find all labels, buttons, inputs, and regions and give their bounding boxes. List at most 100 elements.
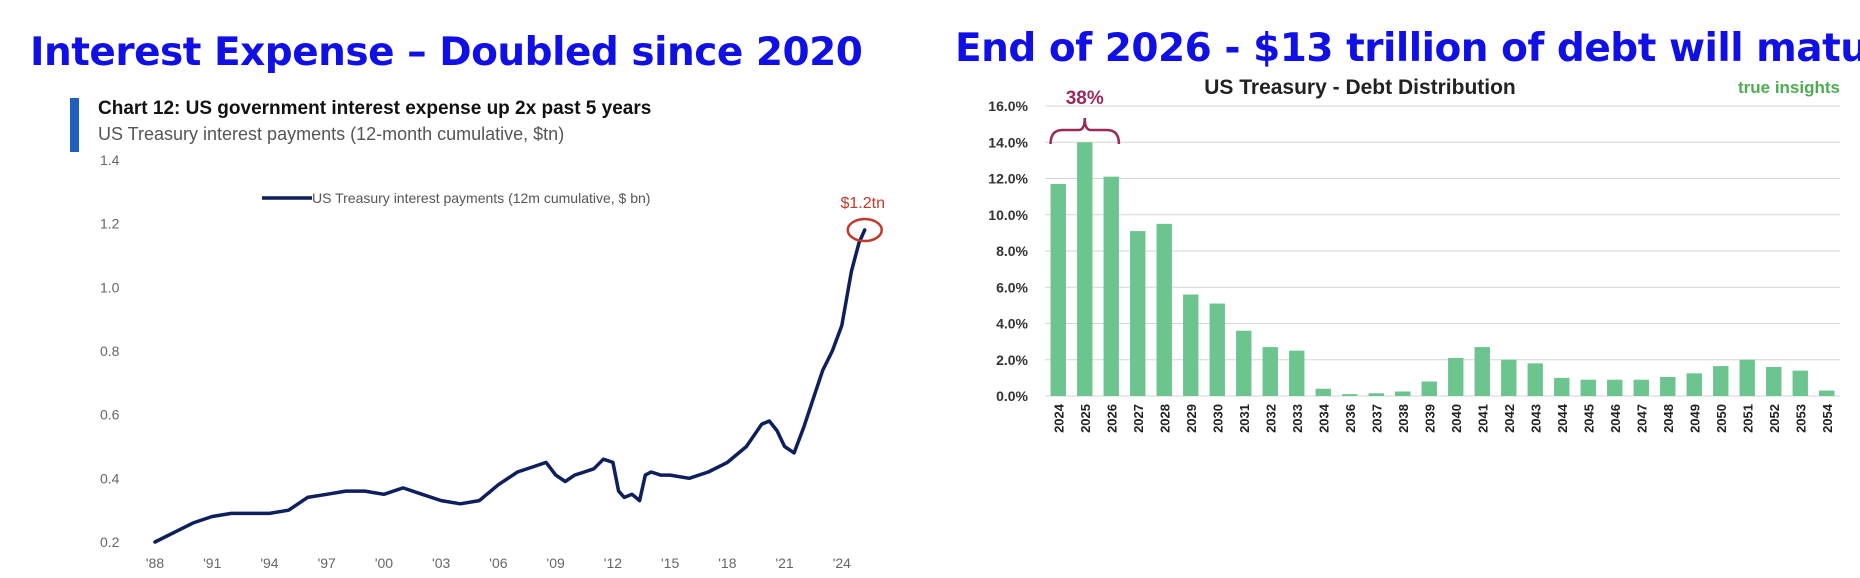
x-tick-label: 2054 bbox=[1820, 403, 1835, 433]
x-tick-label: 2032 bbox=[1263, 404, 1278, 433]
bar bbox=[1633, 379, 1649, 396]
y-tick-label: 12.0% bbox=[988, 171, 1028, 187]
y-tick-label: 1.2 bbox=[100, 216, 120, 232]
x-tick-label: '94 bbox=[260, 555, 278, 571]
brand-logo: true insights bbox=[1737, 78, 1840, 97]
bar bbox=[1607, 379, 1623, 396]
x-tick-label: 2044 bbox=[1555, 403, 1570, 433]
x-tick-label: '15 bbox=[661, 555, 679, 571]
bar bbox=[1580, 379, 1596, 396]
x-tick-label: 2038 bbox=[1396, 404, 1411, 433]
x-tick-label: 2030 bbox=[1210, 404, 1225, 433]
x-tick-label: 2043 bbox=[1528, 404, 1543, 433]
bar bbox=[1077, 142, 1093, 396]
x-tick-label: 2024 bbox=[1051, 403, 1066, 433]
bar bbox=[1686, 373, 1702, 396]
x-tick-label: 2048 bbox=[1661, 404, 1676, 433]
x-tick-label: 2041 bbox=[1475, 404, 1490, 433]
callout-label: $1.2tn bbox=[840, 195, 884, 212]
bar bbox=[1209, 303, 1225, 396]
bar bbox=[1501, 359, 1517, 396]
y-tick-label: 4.0% bbox=[996, 316, 1028, 332]
x-tick-label: 2028 bbox=[1157, 404, 1172, 433]
bar bbox=[1156, 223, 1172, 396]
y-tick-label: 0.8 bbox=[100, 343, 120, 359]
bar bbox=[1660, 376, 1676, 396]
x-tick-label: 2052 bbox=[1767, 404, 1782, 433]
interest-line-chart: 0.2 0.4 0.6 0.8 1.0 1.2 1.4 '88 '91 '94 '97 '00 '03 '… bbox=[100, 152, 885, 571]
x-tick-label: 2037 bbox=[1369, 404, 1384, 433]
x-tick-label: 2026 bbox=[1104, 404, 1119, 433]
y-tick-label: 10.0% bbox=[988, 207, 1028, 223]
x-tick-label: '09 bbox=[547, 555, 565, 571]
bar bbox=[1474, 347, 1490, 396]
y-tick-label: 2.0% bbox=[996, 352, 1028, 368]
debt-bar-chart: US Treasury - Debt Distribution 0.0% 2.0% 4… bbox=[988, 76, 1840, 433]
bar bbox=[1819, 390, 1835, 396]
accent-bar bbox=[70, 98, 79, 152]
bar bbox=[1713, 366, 1729, 396]
x-tick-label: '97 bbox=[318, 555, 336, 571]
bar bbox=[1183, 294, 1199, 396]
x-tick-label: 2029 bbox=[1184, 404, 1199, 433]
y-tick-label: 8.0% bbox=[996, 243, 1028, 259]
callout-circle bbox=[846, 217, 883, 243]
y-tick-label: 14.0% bbox=[988, 134, 1028, 150]
bar bbox=[1527, 363, 1543, 396]
bar bbox=[1739, 359, 1755, 396]
y-tick-label: 1.0 bbox=[100, 279, 120, 295]
bar bbox=[1342, 394, 1358, 396]
bar bbox=[1315, 388, 1331, 396]
debt-distribution-panel: true insights US Treasury - Debt Distrib… bbox=[940, 72, 1860, 578]
chart-title: US Treasury - Debt Distribution bbox=[1204, 76, 1516, 99]
x-tick-label: 2040 bbox=[1449, 404, 1464, 433]
bar bbox=[1103, 176, 1119, 396]
x-tick-label: 2050 bbox=[1714, 404, 1729, 433]
bar bbox=[1262, 347, 1278, 396]
bar bbox=[1421, 381, 1437, 396]
interest-expense-panel: Chart 12: US government interest expense… bbox=[0, 90, 930, 578]
bar bbox=[1368, 393, 1384, 396]
headline-right: End of 2026 - $13 trillion of debt will … bbox=[955, 26, 1860, 71]
bar bbox=[1554, 377, 1570, 396]
bar bbox=[1792, 370, 1808, 396]
x-tick-label: '03 bbox=[432, 555, 450, 571]
x-tick-label: 2036 bbox=[1343, 404, 1358, 433]
chart-subheading: US Treasury interest payments (12-month … bbox=[98, 124, 565, 144]
x-tick-label: '18 bbox=[718, 555, 736, 571]
series-line bbox=[153, 228, 867, 544]
x-tick-label: '12 bbox=[604, 555, 622, 571]
bar bbox=[1448, 357, 1464, 396]
y-tick-label: 6.0% bbox=[996, 279, 1028, 295]
x-tick-label: '21 bbox=[775, 555, 793, 571]
bracket-label: 38% bbox=[1066, 88, 1104, 109]
y-tick-label: 0.2 bbox=[100, 534, 120, 550]
y-tick-label: 0.4 bbox=[100, 470, 120, 486]
bar bbox=[1289, 350, 1305, 396]
y-tick-label: 0.0% bbox=[996, 388, 1028, 404]
x-tick-label: 2045 bbox=[1581, 404, 1596, 433]
headline-left: Interest Expense – Doubled since 2020 bbox=[30, 30, 863, 75]
x-tick-label: '06 bbox=[489, 555, 507, 571]
legend-label: US Treasury interest payments (12m cumul… bbox=[312, 190, 650, 206]
y-tick-label: 16.0% bbox=[988, 98, 1028, 114]
x-tick-label: 2039 bbox=[1422, 404, 1437, 433]
x-tick-label: 2051 bbox=[1740, 404, 1755, 433]
bar bbox=[1130, 231, 1146, 396]
x-tick-label: '24 bbox=[833, 555, 851, 571]
x-tick-label: 2031 bbox=[1237, 404, 1252, 433]
x-tick-label: 2027 bbox=[1131, 404, 1146, 433]
bar bbox=[1395, 391, 1411, 396]
x-tick-label: 2053 bbox=[1793, 404, 1808, 433]
bracket bbox=[1049, 117, 1121, 145]
x-tick-label: '00 bbox=[375, 555, 393, 571]
x-tick-label: 2047 bbox=[1634, 404, 1649, 433]
y-tick-label: 0.6 bbox=[100, 407, 120, 423]
x-tick-label: 2025 bbox=[1078, 404, 1093, 433]
bar bbox=[1766, 367, 1782, 396]
x-tick-label: '91 bbox=[203, 555, 221, 571]
x-tick-label: 2033 bbox=[1290, 404, 1305, 433]
bar bbox=[1050, 183, 1066, 396]
x-tick-label: 2049 bbox=[1687, 404, 1702, 433]
chart-heading: Chart 12: US government interest expense… bbox=[98, 98, 652, 119]
